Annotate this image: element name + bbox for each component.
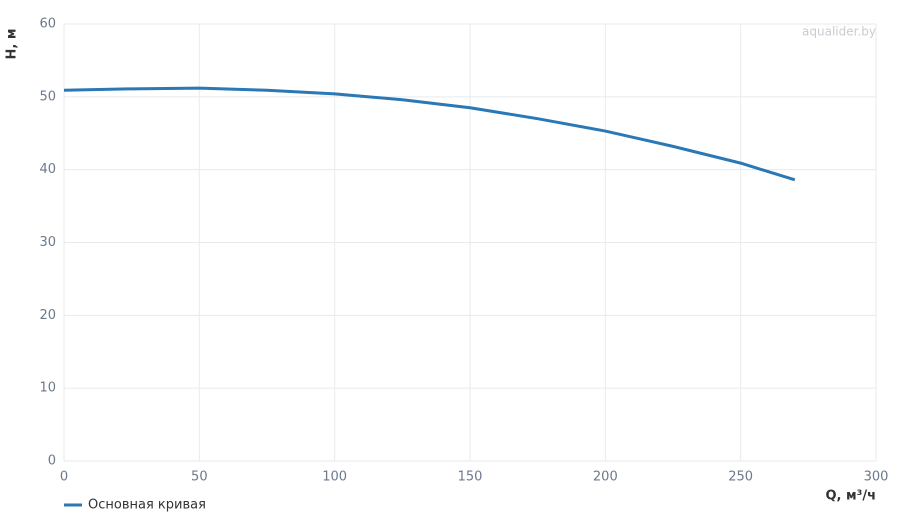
y-tick-label: 20 <box>39 308 56 323</box>
y-tick-label: 40 <box>39 162 56 177</box>
watermark: aqualider.by <box>802 25 876 39</box>
x-axis-title: Q, м³/ч <box>825 489 876 504</box>
x-tick-label: 300 <box>864 470 889 485</box>
legend-label: Основная кривая <box>88 498 206 513</box>
y-axis-title: H, м <box>5 29 20 60</box>
x-tick-label: 0 <box>60 470 68 485</box>
x-tick-label: 250 <box>728 470 753 485</box>
x-tick-label: 50 <box>191 470 208 485</box>
y-tick-label: 60 <box>39 17 56 32</box>
line <box>63 86 796 182</box>
y-tick-label: 30 <box>39 235 56 250</box>
x-tick-label: 100 <box>322 470 347 485</box>
y-tick-label: 50 <box>39 89 56 104</box>
x-tick-label: 150 <box>458 470 483 485</box>
y-tick-label: 0 <box>48 454 56 469</box>
x-tick-label: 200 <box>593 470 618 485</box>
y-tick-label: 10 <box>39 381 56 396</box>
